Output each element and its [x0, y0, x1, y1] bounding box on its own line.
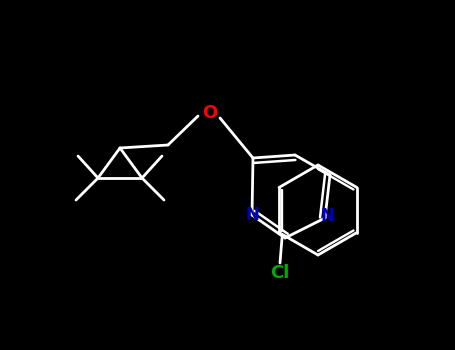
Text: N: N	[245, 206, 259, 224]
Text: O: O	[202, 104, 217, 122]
Text: Cl: Cl	[270, 264, 290, 282]
Text: N: N	[320, 207, 334, 225]
